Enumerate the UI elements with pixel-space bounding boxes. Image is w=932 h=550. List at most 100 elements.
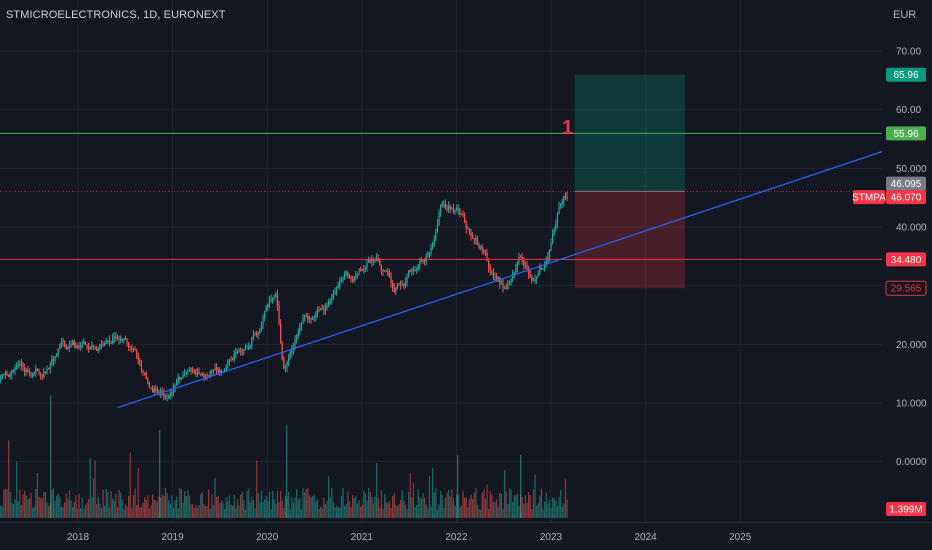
candle-body: [145, 373, 147, 379]
candle-body: [248, 346, 250, 349]
volume-bar: [457, 455, 459, 518]
candle-body: [492, 272, 495, 278]
volume-bar: [537, 503, 539, 518]
volume-bar: [480, 509, 482, 518]
candle-body: [44, 371, 47, 373]
volume-bar: [219, 503, 221, 518]
candle-body: [308, 318, 311, 320]
candle-body: [54, 356, 56, 362]
volume-bar: [249, 501, 251, 518]
volume-bar: [254, 508, 256, 518]
volume-bar: [342, 488, 344, 518]
volume-bar: [99, 503, 101, 518]
candle-body: [124, 338, 127, 340]
volume-bar: [206, 506, 208, 518]
volume-bar: [526, 502, 528, 518]
candle-body: [472, 236, 474, 239]
candle-body: [424, 259, 426, 262]
candle-body: [208, 375, 210, 377]
candle-body: [161, 391, 163, 393]
volume-bar: [505, 491, 507, 518]
volume-bar: [243, 499, 245, 518]
candle-body: [209, 371, 211, 376]
candle-body: [100, 344, 103, 346]
volume-bar: [331, 488, 333, 518]
volume-bar: [43, 491, 45, 518]
candle-body: [182, 374, 184, 378]
candle-body: [288, 357, 290, 363]
candle-body: [192, 368, 194, 370]
candle-body: [72, 341, 74, 345]
candle-body: [475, 238, 477, 240]
volume-bar: [348, 501, 351, 518]
volume-bar: [281, 500, 283, 518]
candle-body: [443, 204, 445, 206]
volume-bar: [320, 506, 322, 518]
candle-body: [545, 260, 547, 265]
candle-body: [163, 392, 165, 397]
candle-body: [353, 277, 355, 282]
volume-bar: [40, 498, 42, 518]
candle-body: [400, 285, 402, 287]
candle-body: [113, 336, 115, 339]
candle-body: [249, 345, 251, 347]
candle-body: [494, 276, 496, 278]
volume-bar: [112, 498, 114, 518]
volume-bar: [134, 488, 136, 518]
candle-body: [94, 346, 96, 349]
volume-bar: [64, 502, 66, 518]
candle-body: [233, 353, 235, 360]
volume-bar: [171, 495, 173, 518]
candle-body: [403, 284, 405, 286]
volume-bar: [384, 494, 386, 518]
candle-body: [196, 372, 199, 374]
volume-bar: [86, 502, 88, 518]
volume-bar: [396, 506, 399, 518]
volume-bar: [224, 509, 226, 518]
candle-body: [350, 276, 352, 280]
volume-bar: [208, 489, 210, 518]
candle-body: [289, 352, 291, 358]
chart-title[interactable]: STMICROELECTRONICS, 1D, EURONEXT: [6, 9, 226, 21]
candle-body: [131, 347, 133, 350]
candle-body: [147, 378, 149, 384]
volume-bar: [392, 495, 394, 518]
volume-bar: [340, 495, 343, 518]
candle-body: [385, 270, 387, 272]
volume-bar: [257, 492, 259, 518]
volume-bar: [41, 497, 43, 518]
volume-bar: [289, 509, 291, 518]
volume-bar: [142, 502, 144, 518]
candle-body: [137, 353, 139, 361]
volume-bar: [400, 499, 402, 518]
volume-bar: [116, 507, 119, 518]
volume-bar: [284, 496, 287, 518]
candle-body: [340, 279, 343, 281]
volume-bar: [512, 501, 514, 518]
candle-body: [52, 359, 55, 362]
volume-bar: [129, 452, 131, 518]
candle-body: [88, 348, 90, 350]
candle-body: [380, 265, 383, 270]
volume-bar: [464, 497, 466, 518]
candle-body: [486, 253, 488, 262]
candle-body: [550, 242, 552, 250]
candle-body: [252, 334, 255, 338]
volume-bar: [144, 497, 146, 518]
candle-body: [200, 373, 202, 375]
candle-body: [91, 346, 93, 348]
volume-bar: [564, 479, 567, 518]
candle-body: [120, 338, 122, 340]
volume-bar: [345, 503, 347, 518]
volume-bar: [448, 489, 450, 518]
volume-bar: [120, 492, 122, 518]
candle-body: [305, 316, 307, 318]
candle-body: [38, 371, 40, 374]
volume-bar: [225, 497, 227, 518]
candle-body: [230, 358, 232, 361]
volume-bar: [32, 508, 34, 518]
candle-body: [219, 369, 221, 373]
candle-body: [220, 369, 223, 373]
candle-body: [552, 233, 554, 243]
